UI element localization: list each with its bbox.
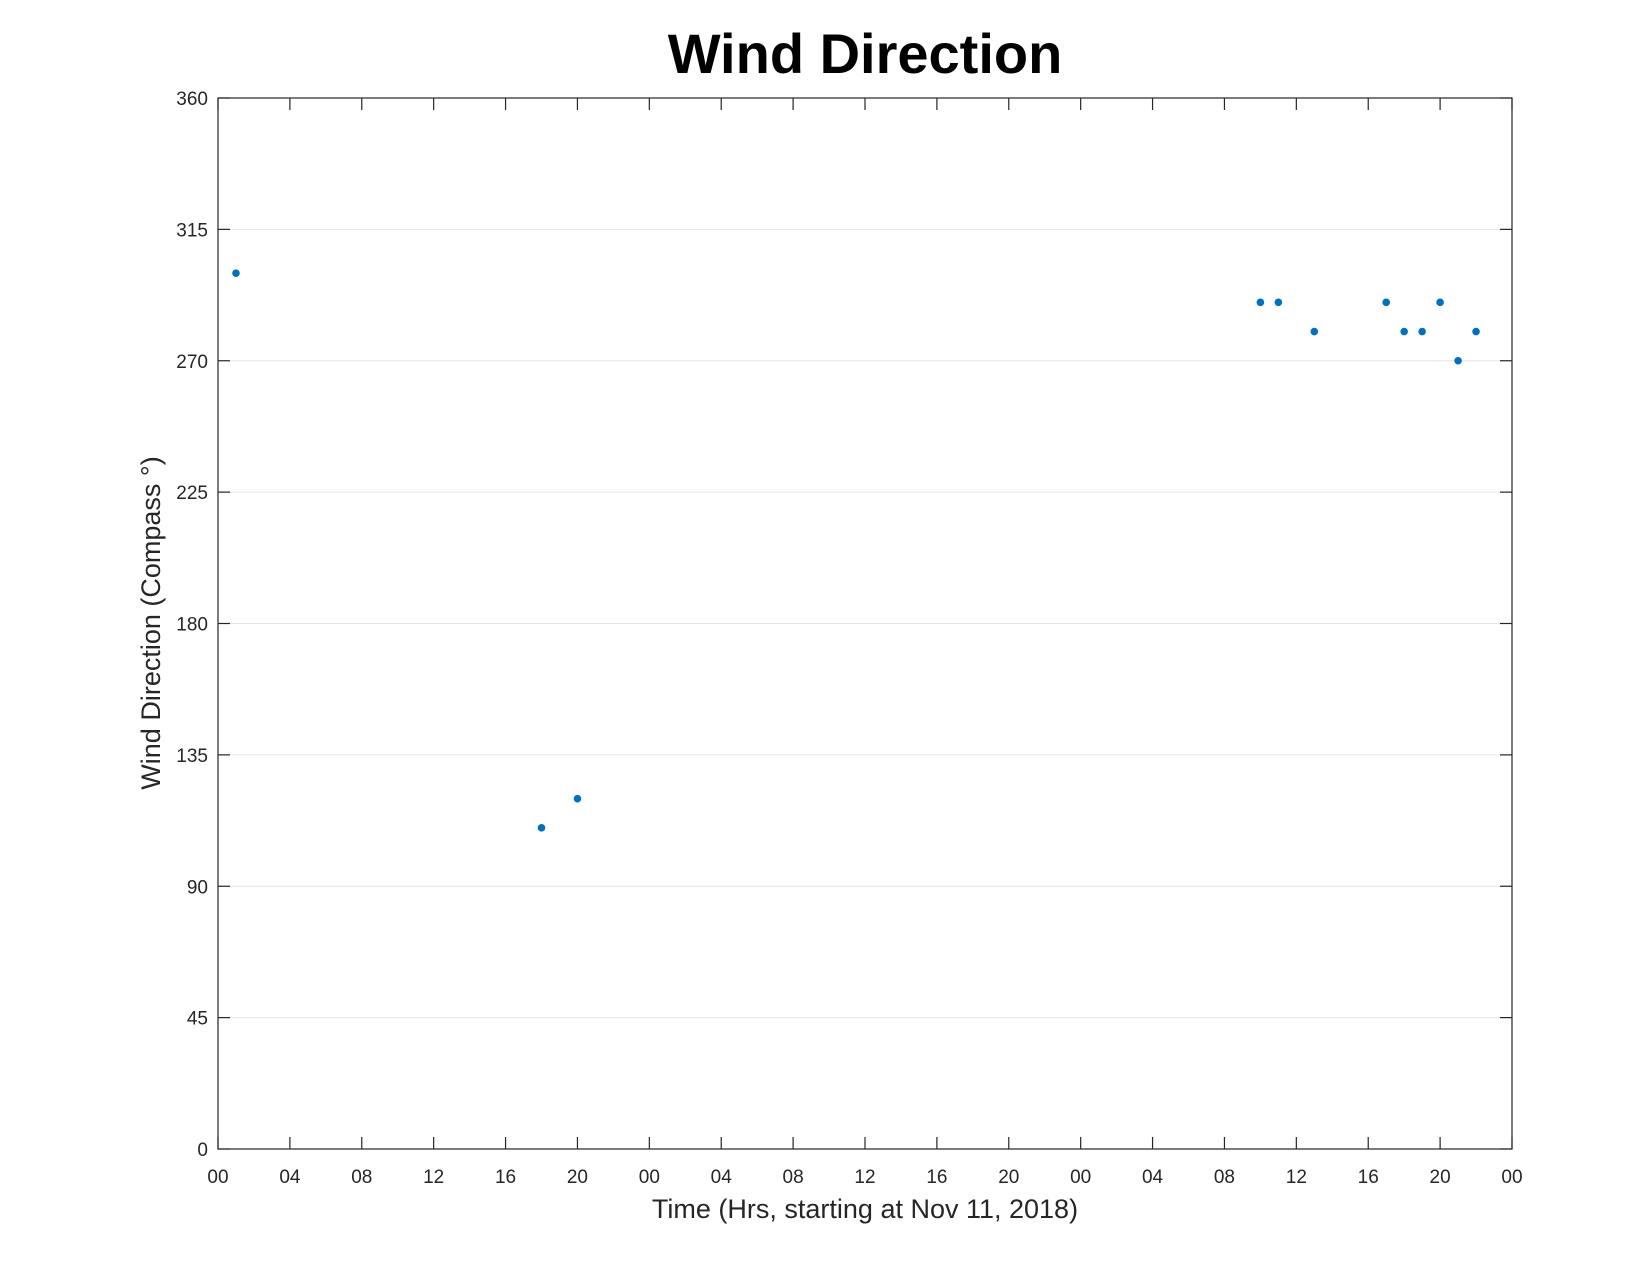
data-point bbox=[1418, 327, 1426, 336]
y-tick-label: 225 bbox=[176, 483, 208, 504]
x-tick-label: 00 bbox=[639, 1167, 660, 1188]
x-tick-label: 04 bbox=[279, 1167, 301, 1188]
x-tick-label: 08 bbox=[1214, 1167, 1235, 1188]
x-tick-label: 20 bbox=[567, 1167, 588, 1188]
data-point bbox=[573, 794, 582, 803]
x-tick-label: 08 bbox=[783, 1167, 804, 1188]
x-tick-label: 04 bbox=[1142, 1167, 1164, 1188]
data-point bbox=[1310, 327, 1319, 336]
data-point bbox=[1454, 356, 1462, 365]
grid-lines bbox=[218, 228, 1512, 1019]
y-tick-label: 360 bbox=[176, 89, 208, 110]
x-tick-labels: 00 04 08 12 16 20 00 04 08 12 16 20 00 04 08 12 16 20 00 bbox=[207, 1167, 1522, 1188]
x-tick-label: 20 bbox=[998, 1167, 1019, 1188]
x-axis-label: Time (Hrs, starting at Nov 11, 2018) bbox=[652, 1194, 1078, 1224]
x-tick-label: 16 bbox=[1358, 1167, 1379, 1188]
x-tick-label: 00 bbox=[1070, 1167, 1091, 1188]
y-tick-label: 135 bbox=[176, 746, 208, 767]
x-tick-label: 20 bbox=[1430, 1167, 1451, 1188]
x-tick-label: 16 bbox=[926, 1167, 947, 1188]
x-tick-label: 04 bbox=[711, 1167, 733, 1188]
x-tick-label: 12 bbox=[854, 1167, 875, 1188]
data-point bbox=[1400, 327, 1408, 336]
y-tick-label: 270 bbox=[176, 352, 208, 373]
data-point bbox=[1256, 298, 1265, 307]
data-point bbox=[232, 269, 240, 277]
data-point bbox=[1382, 298, 1390, 307]
x-tick-label: 00 bbox=[1501, 1167, 1522, 1188]
y-tick-label: 0 bbox=[197, 1140, 208, 1161]
data-point bbox=[1472, 327, 1480, 336]
x-tick-label: 12 bbox=[423, 1167, 444, 1188]
y-tick-labels: 0 45 90 135 180 225 270 315 360 bbox=[176, 89, 208, 1161]
data-point bbox=[537, 824, 546, 832]
x-tick-label: 12 bbox=[1286, 1167, 1307, 1188]
y-tick-label: 45 bbox=[187, 1009, 208, 1030]
chart-title: Wind Direction bbox=[668, 22, 1063, 85]
axis-ticks bbox=[217, 97, 1513, 1150]
data-point bbox=[1274, 298, 1283, 307]
x-tick-label: 08 bbox=[351, 1167, 372, 1188]
y-tick-label: 180 bbox=[176, 615, 208, 636]
x-tick-label: 16 bbox=[495, 1167, 516, 1188]
data-point bbox=[1436, 298, 1444, 307]
y-tick-label: 315 bbox=[176, 220, 208, 241]
data-points bbox=[232, 269, 1480, 832]
y-tick-label: 90 bbox=[187, 877, 208, 898]
x-tick-label: 00 bbox=[207, 1167, 228, 1188]
y-axis-label: Wind Direction (Compass °) bbox=[136, 456, 166, 789]
